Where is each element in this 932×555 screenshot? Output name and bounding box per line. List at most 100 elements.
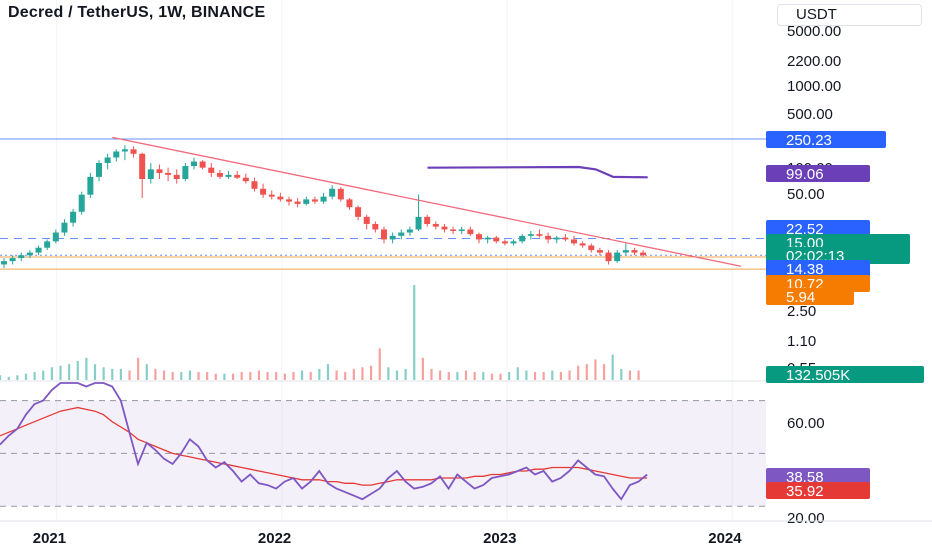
rsi-ma-badge-text: 35.92 (786, 483, 824, 500)
price-badge-1: 99.06 (766, 165, 870, 183)
time-tick-0: 2021 (33, 530, 66, 547)
candle-body-56 (484, 237, 491, 240)
candle-body-42 (363, 216, 370, 224)
candle-body-67 (579, 243, 586, 246)
volume-bar-30 (257, 370, 261, 380)
candle-body-22 (191, 161, 197, 167)
candle-body-31 (268, 194, 275, 197)
volume-bar-16 (137, 357, 140, 380)
candle-body-33 (286, 199, 292, 202)
candle-body-13 (113, 151, 120, 158)
volume-bar-69 (594, 359, 597, 380)
price-badges: 250.2399.0622.5215.0002:02:1314.3810.725… (766, 131, 924, 500)
volume-bar-14 (119, 368, 122, 380)
volume-bar-73 (628, 370, 632, 380)
volume-bar-45 (387, 367, 390, 380)
volume-bar-55 (473, 372, 476, 380)
volume-bar-21 (180, 372, 183, 380)
volume-bar-49 (421, 357, 424, 380)
candle-body-44 (381, 229, 387, 240)
volume-bar-19 (162, 370, 166, 380)
price-badge-4-bg (766, 247, 910, 264)
price-badge-5-text: 14.38 (786, 261, 824, 278)
volume-badge-text: 132.505K (786, 367, 850, 384)
volume-bar-7 (59, 365, 62, 380)
price-badge-1-bg (766, 165, 870, 182)
candle-body-12 (104, 157, 111, 163)
volume-bar-24 (206, 372, 209, 380)
volume-bar-11 (93, 364, 97, 380)
price-tick-0: 5000.00 (787, 23, 841, 40)
candle-body-9 (78, 194, 85, 212)
candle-body-65 (562, 237, 569, 240)
volume-bar-60 (516, 367, 519, 380)
volume-bar-58 (499, 373, 502, 380)
candle-body-1 (9, 258, 16, 262)
candle-body-8 (70, 211, 77, 223)
price-badge-2-text: 22.52 (786, 221, 824, 238)
price-badge-7-text: 5.94 (786, 289, 815, 306)
price-tick-3: 500.00 (787, 106, 833, 123)
volume-bar-35 (300, 370, 304, 380)
price-badge-0: 250.23 (766, 131, 886, 149)
volume-bar-74 (637, 370, 640, 380)
volume-bar-71 (611, 354, 614, 380)
rsi-tick-0: 60.00 (787, 415, 825, 432)
price-tick-1: 2200.00 (787, 53, 841, 70)
volume-bar-26 (223, 373, 226, 380)
volume-bar-23 (197, 372, 200, 380)
candle-body-35 (303, 199, 310, 204)
candle-body-53 (458, 229, 465, 231)
candle-body-72 (622, 250, 629, 253)
candle-body-74 (640, 252, 647, 256)
price-tick-6: 50.00 (787, 186, 825, 203)
candle-body-26 (225, 174, 232, 177)
time-axis[interactable]: 2021 2022 2023 2024 (0, 520, 932, 547)
volume-bar-33 (283, 373, 286, 380)
candle-body-50 (432, 223, 439, 227)
candle-body-51 (441, 226, 448, 230)
candle-body-60 (519, 235, 526, 242)
candle-body-5 (44, 241, 51, 248)
volume-bar-0 (0, 375, 2, 380)
price-tick-8: 1.10 (787, 333, 816, 350)
price-badge-7-bg (766, 288, 854, 305)
volume-bar-25 (214, 373, 217, 380)
candle-body-66 (571, 239, 577, 244)
volume-bar-20 (171, 372, 174, 380)
candle-body-64 (553, 237, 560, 240)
candle-body-18 (156, 169, 163, 173)
candle-body-46 (398, 232, 405, 236)
volume-badge: 132.505K (766, 366, 924, 384)
volume-bar-72 (620, 368, 623, 380)
volume-bar-27 (231, 373, 235, 380)
volume-bar-2 (16, 375, 19, 380)
price-tick-7: 2.50 (787, 303, 816, 320)
candle-body-63 (545, 235, 552, 240)
candle-body-14 (121, 149, 128, 152)
volume-bar-1 (7, 376, 10, 380)
candle-body-6 (52, 232, 59, 242)
rsi-pane (0, 380, 766, 507)
rsi-ma-line (0, 406, 648, 486)
volume-bar-64 (551, 370, 554, 380)
candle-body-70 (605, 252, 612, 262)
candle-body-54 (467, 229, 474, 235)
candle-body-29 (251, 181, 258, 189)
candle-body-11 (96, 162, 102, 177)
volume-bar-31 (266, 372, 269, 380)
candle-body-68 (588, 245, 595, 251)
volume-bar-53 (456, 372, 459, 380)
candle-body-43 (372, 223, 379, 230)
candle-body-73 (631, 250, 638, 253)
candle-body-24 (208, 167, 215, 173)
volume-bar-43 (369, 365, 373, 380)
price-badge-0-text: 250.23 (786, 132, 832, 149)
currency-selector[interactable]: USDT (777, 4, 922, 26)
volume-bar-37 (318, 368, 321, 380)
volume-bar-18 (154, 368, 157, 380)
volume-bar-28 (240, 372, 243, 380)
candle-body-20 (173, 174, 180, 180)
